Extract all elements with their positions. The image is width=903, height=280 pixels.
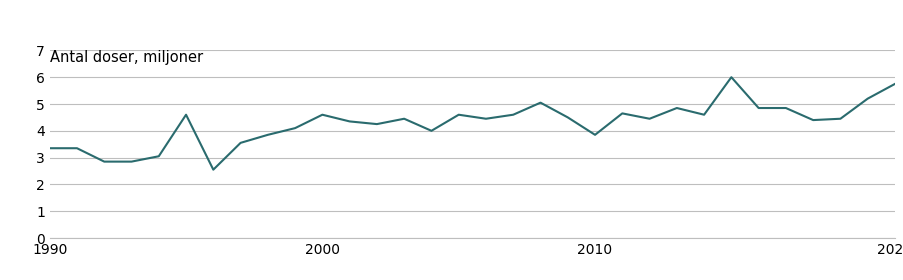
Text: Antal doser, miljoner: Antal doser, miljoner <box>50 50 202 66</box>
